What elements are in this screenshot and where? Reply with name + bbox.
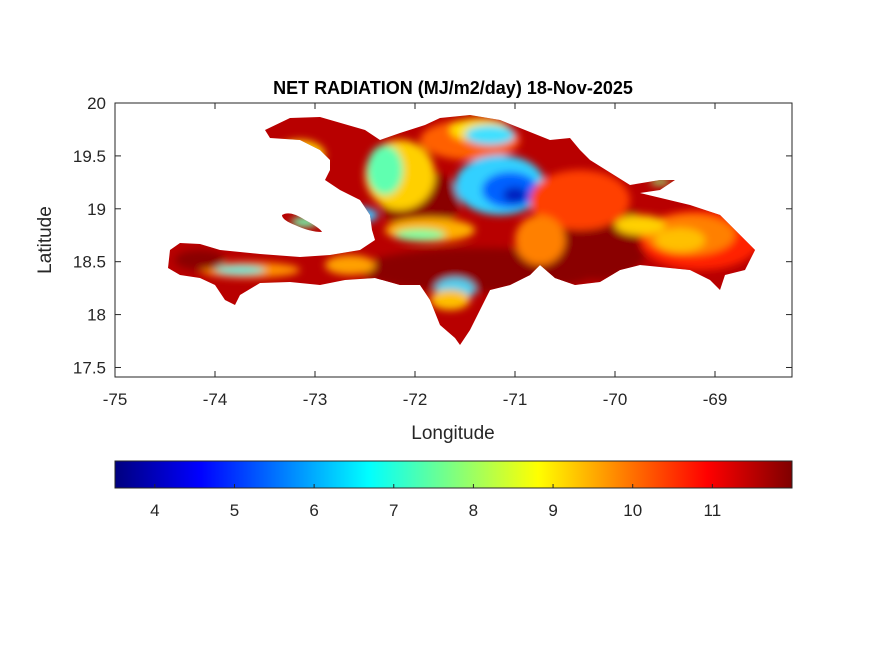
x-tick-label: -70: [603, 390, 628, 409]
colorbar-tick-label: 5: [230, 501, 239, 520]
raster-region: [291, 217, 319, 227]
x-tick-label: -74: [203, 390, 228, 409]
colorbar-tick-label: 11: [704, 501, 722, 520]
x-tick-label: -73: [303, 390, 328, 409]
raster-region: [275, 140, 325, 170]
colorbar: [114, 460, 793, 489]
colorbar-tick-label: 4: [150, 501, 159, 520]
colorbar-tick-label: 7: [389, 501, 398, 520]
y-axis: 17.5 18 18.5 19 19.5 20: [73, 94, 792, 377]
raster-region: [342, 207, 378, 223]
raster-region: [650, 179, 670, 185]
x-tick-label: -72: [403, 390, 428, 409]
raster-region: [430, 290, 470, 310]
y-tick-label: 17.5: [73, 358, 106, 377]
colorbar-tick-label: 8: [469, 501, 478, 520]
raster-region: [465, 125, 515, 145]
x-tick-label: -69: [703, 390, 728, 409]
raster-region: [325, 255, 375, 275]
raster-region: [515, 215, 565, 265]
raster-region: [503, 187, 527, 203]
raster-region: [530, 170, 630, 230]
raster-region: [615, 215, 665, 235]
raster-region: [175, 250, 225, 270]
x-axis-label: Longitude: [411, 423, 494, 444]
plot-axes-box: [114, 102, 793, 378]
raster-region: [655, 228, 705, 252]
y-tick-label: 20: [87, 94, 106, 113]
raster-region: [395, 229, 445, 241]
raster-region: [367, 145, 403, 195]
colorbar-tick-label: 10: [623, 501, 642, 520]
colorbar-tick-label: 6: [309, 501, 318, 520]
raster-region: [215, 265, 265, 275]
y-tick-label: 19.5: [73, 147, 106, 166]
y-axis-label: Latitude: [35, 206, 56, 274]
chart-title: NET RADIATION (MJ/m2/day) 18-Nov-2025: [273, 78, 633, 98]
y-tick-label: 18: [87, 306, 106, 325]
map-raster: [168, 115, 755, 345]
y-tick-label: 18.5: [73, 253, 106, 272]
y-tick-label: 19: [87, 200, 106, 219]
colorbar-ticks: 4 5 6 7 8 9 10 11: [150, 484, 721, 520]
x-tick-label: -71: [503, 390, 528, 409]
x-axis: -75 -74 -73 -72 -71 -70 -69: [103, 103, 728, 409]
colorbar-tick-label: 9: [548, 501, 557, 520]
x-tick-label: -75: [103, 390, 128, 409]
